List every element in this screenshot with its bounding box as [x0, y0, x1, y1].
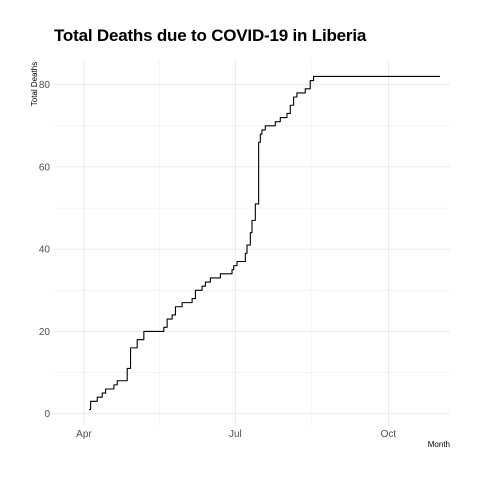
series-line [88, 75, 441, 411]
y-tick-label: 80 [39, 80, 51, 91]
data-layer [88, 75, 441, 411]
x-tick-label: Apr [76, 429, 92, 440]
y-tick-label: 0 [44, 409, 50, 420]
y-axis-title: Total Deaths [30, 62, 39, 106]
y-tick-label: 60 [39, 162, 51, 173]
x-tick-label: Oct [381, 429, 397, 440]
y-tick-label: 40 [39, 245, 51, 256]
tick-layer: 0 20 40 60 80 Apr Jul Oct [39, 80, 397, 440]
x-axis-title: Month [428, 440, 450, 449]
y-tick-label: 20 [39, 327, 51, 338]
chart-title: Total Deaths due to COVID-19 in Liberia [54, 26, 367, 45]
grid-layer [54, 60, 450, 426]
x-tick-label: Jul [229, 429, 242, 440]
